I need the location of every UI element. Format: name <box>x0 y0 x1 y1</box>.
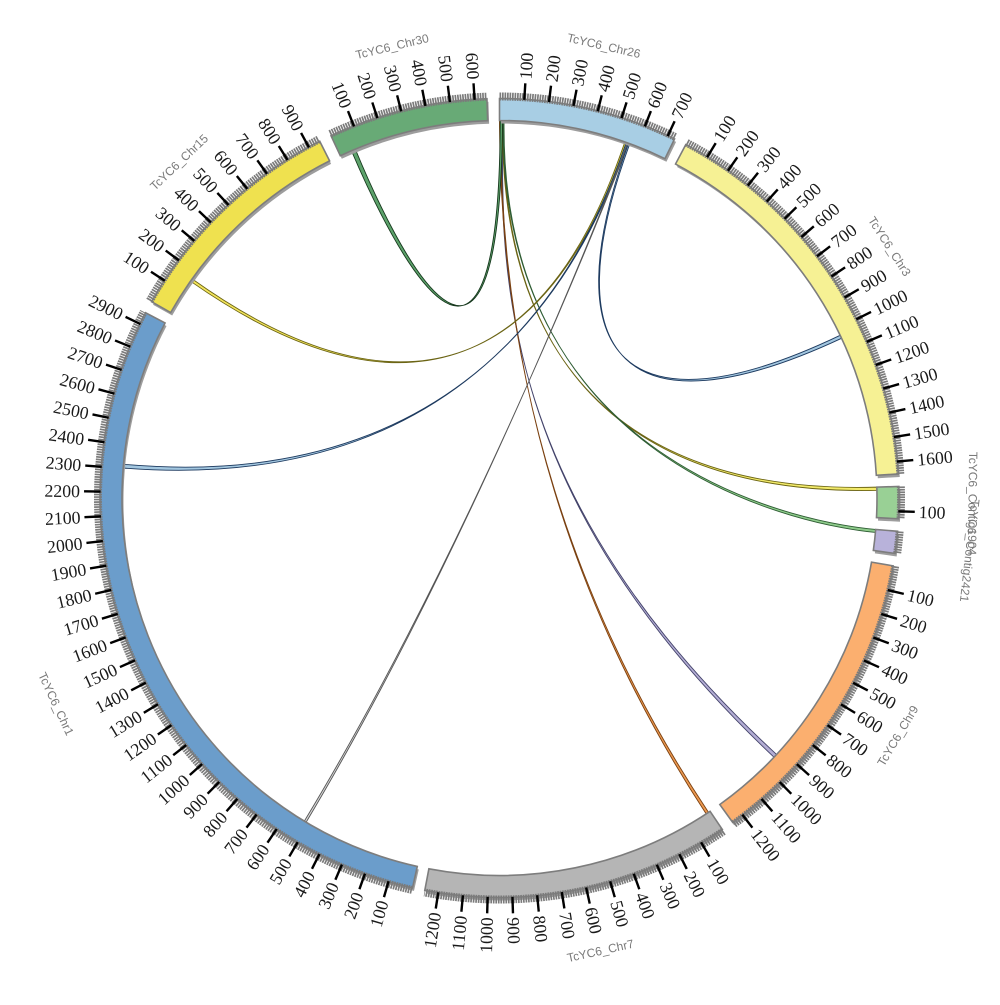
svg-text:2300: 2300 <box>45 452 82 475</box>
svg-text:TcYC6_Contig1904: TcYC6_Contig1904 <box>965 452 980 556</box>
svg-text:1000: 1000 <box>476 917 497 953</box>
svg-text:400: 400 <box>407 58 432 88</box>
svg-text:1100: 1100 <box>448 915 471 952</box>
svg-text:2000: 2000 <box>46 533 84 557</box>
svg-text:800: 800 <box>529 915 551 944</box>
svg-text:500: 500 <box>434 54 457 83</box>
svg-text:200: 200 <box>542 54 565 83</box>
svg-text:1600: 1600 <box>916 447 953 470</box>
svg-text:2400: 2400 <box>48 424 86 449</box>
svg-text:300: 300 <box>567 58 592 88</box>
svg-text:900: 900 <box>503 917 524 944</box>
svg-text:2100: 2100 <box>44 507 81 529</box>
svg-text:600: 600 <box>462 52 484 80</box>
svg-text:100: 100 <box>516 52 538 80</box>
svg-text:700: 700 <box>555 911 579 941</box>
svg-text:2200: 2200 <box>44 481 80 502</box>
svg-text:100: 100 <box>918 502 945 523</box>
